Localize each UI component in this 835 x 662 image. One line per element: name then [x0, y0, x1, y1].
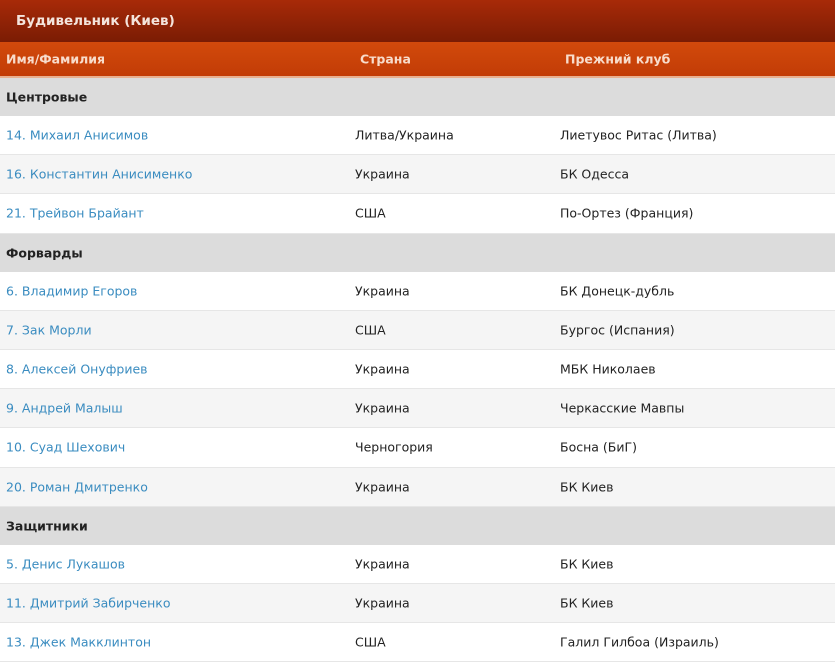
player-name-link[interactable]: 5. Денис Лукашов	[6, 556, 125, 572]
table-row: 8. Алексей Онуфриев Украина МБК Николаев	[0, 350, 835, 390]
player-name-link[interactable]: 21. Трейвон Брайант	[6, 205, 144, 221]
player-country: Украина	[355, 400, 410, 416]
player-previous-club: Босна (БиГ)	[560, 439, 637, 455]
player-country: Литва/Украина	[355, 127, 454, 143]
group-label: Центровые	[6, 89, 88, 105]
player-country: Украина	[355, 479, 410, 495]
player-name-link[interactable]: 14. Михаил Анисимов	[6, 127, 149, 143]
group-row: Форварды	[0, 233, 835, 272]
player-previous-club: БК Одесса	[560, 166, 630, 182]
player-previous-club: БК Киев	[560, 556, 614, 572]
player-name-link[interactable]: 6. Владимир Егоров	[6, 283, 138, 299]
table-row: 14. Михаил Анисимов Литва/Украина Лиетувос…	[0, 116, 835, 156]
table-row: 20. Роман Дмитренко Украина БК Киев	[0, 467, 835, 507]
player-previous-club: БК Донецк-дубль	[560, 283, 675, 299]
team-title: Будивельник (Киев)	[0, 0, 835, 42]
table-row: 21. Трейвон Брайант США По-Ортез (Франция)	[0, 194, 835, 234]
table-row: 9. Андрей Малыш Украина Черкасские Мавпы	[0, 389, 835, 429]
player-country: Украина	[355, 283, 410, 299]
player-name-link[interactable]: 13. Джек Макклинтон	[6, 634, 152, 650]
player-country: Украина	[355, 595, 410, 611]
table-row: 5. Денис Лукашов Украина БК Киев	[0, 545, 835, 584]
player-previous-club: Черкасские Мавпы	[560, 400, 685, 416]
player-previous-club: МБК Николаев	[560, 361, 656, 377]
player-country: Украина	[355, 556, 410, 572]
group-label: Форварды	[6, 245, 83, 261]
column-header-club[interactable]: Прежний клуб	[565, 51, 671, 67]
table-row: 6. Владимир Егоров Украина БК Донецк-дубль	[0, 272, 835, 311]
player-previous-club: Лиетувос Ритас (Литва)	[560, 127, 717, 143]
player-previous-club: Бургос (Испания)	[560, 322, 675, 338]
player-previous-club: БК Киев	[560, 479, 614, 495]
player-previous-club: Галил Гилбоа (Израиль)	[560, 634, 719, 650]
player-name-link[interactable]: 11. Дмитрий Забирченко	[6, 595, 171, 611]
player-name-link[interactable]: 16. Константин Анисименко	[6, 166, 193, 182]
table-row: 11. Дмитрий Забирченко Украина БК Киев	[0, 583, 835, 624]
player-country: США	[355, 205, 386, 221]
group-row: Центровые	[0, 78, 835, 116]
player-name-link[interactable]: 8. Алексей Онуфриев	[6, 361, 148, 377]
table-row: 13. Джек Макклинтон США Галил Гилбоа (Изра…	[0, 623, 835, 662]
player-country: Черногория	[355, 439, 433, 455]
column-header-name[interactable]: Имя/Фамилия	[6, 51, 106, 67]
table-row: 10. Суад Шехович Черногория Босна (БиГ)	[0, 428, 835, 468]
table-row: 7. Зак Морли США Бургос (Испания)	[0, 310, 835, 350]
player-previous-club: БК Киев	[560, 595, 614, 611]
table-row: 16. Константин Анисименко Украина БК Одесс…	[0, 155, 835, 195]
player-country: Украина	[355, 361, 410, 377]
group-label: Защитники	[6, 518, 88, 534]
player-name-link[interactable]: 20. Роман Дмитренко	[6, 479, 148, 495]
player-name-link[interactable]: 7. Зак Морли	[6, 322, 92, 338]
player-name-link[interactable]: 9. Андрей Малыш	[6, 400, 123, 416]
player-country: США	[355, 322, 386, 338]
roster-table: Центровые 14. Михаил Анисимов Литва/Украин…	[0, 78, 835, 662]
group-row: Защитники	[0, 506, 835, 545]
column-header-country[interactable]: Страна	[360, 51, 411, 67]
table-header: Имя/Фамилия Страна Прежний клуб	[0, 42, 835, 78]
player-previous-club: По-Ортез (Франция)	[560, 205, 694, 221]
player-name-link[interactable]: 10. Суад Шехович	[6, 439, 126, 455]
player-country: Украина	[355, 166, 410, 182]
player-country: США	[355, 634, 386, 650]
